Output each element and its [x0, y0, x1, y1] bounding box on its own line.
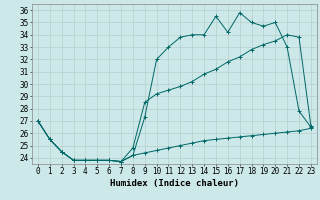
X-axis label: Humidex (Indice chaleur): Humidex (Indice chaleur)	[110, 179, 239, 188]
